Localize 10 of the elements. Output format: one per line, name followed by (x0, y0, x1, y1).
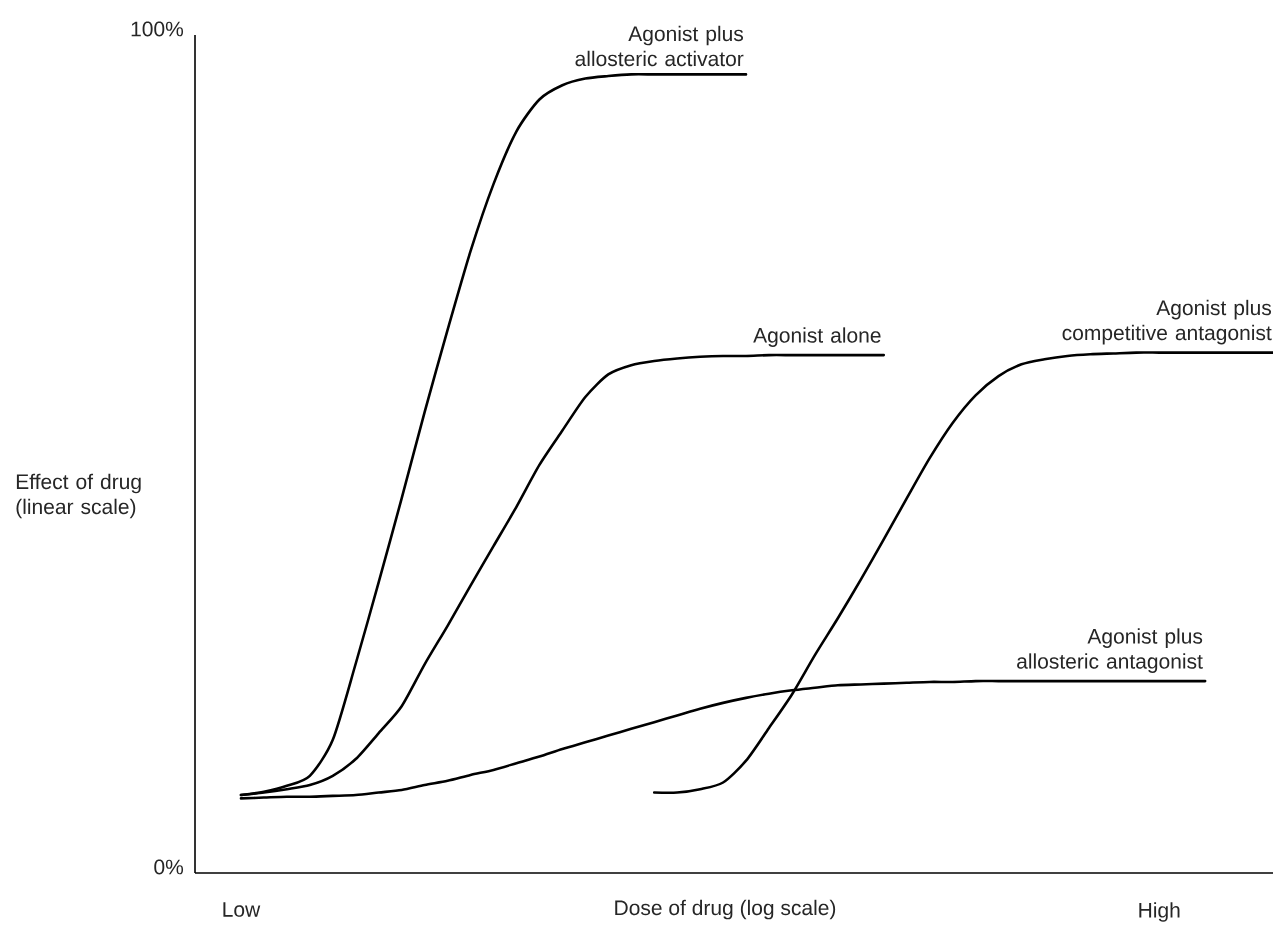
series-label: Agonist plus allosteric antagonist (1017, 628, 1203, 673)
x-tick-label: Low (223, 902, 261, 917)
y-tick-label: 100% (131, 21, 184, 37)
series-label: Agonist plus allosteric activator (575, 25, 744, 67)
series-label: Agonist alone (753, 327, 881, 347)
x-axis-title: Dose of drug (log scale) (615, 899, 836, 920)
y-axis-title: Effect of drug (linear scale) (16, 473, 141, 519)
y-tick-label: 0% (154, 859, 184, 875)
series-label: Agonist plus competitive antagonist (1062, 299, 1272, 345)
x-tick-label: High (1139, 902, 1180, 922)
